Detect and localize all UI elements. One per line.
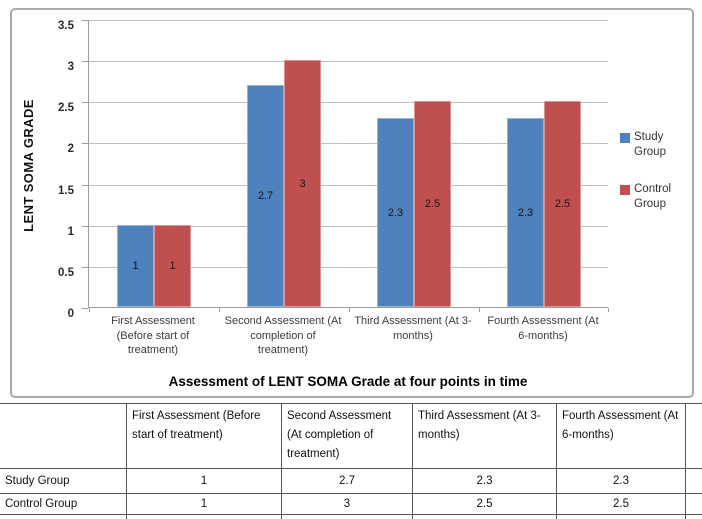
bar-value-label: 2.3 bbox=[387, 206, 404, 219]
y-tick-mark bbox=[82, 143, 88, 145]
table-row-label[interactable]: Study Group bbox=[0, 469, 127, 494]
x-category-label-0: First Assessment (Before start of treatm… bbox=[111, 315, 195, 356]
y-tick-label: 1.5 bbox=[58, 184, 74, 197]
x-category-label-3: Fourth Assessment (At 6-months) bbox=[487, 315, 599, 342]
y-tick-mark bbox=[82, 308, 88, 309]
y-axis: 0 0.5 1 1.5 2 2.5 3 3.5 bbox=[12, 20, 88, 320]
bar-study-group-0[interactable] bbox=[117, 225, 154, 307]
legend: Study Group Control Group bbox=[620, 130, 692, 234]
bar-control-group-3[interactable] bbox=[544, 101, 581, 307]
gridline bbox=[89, 102, 608, 104]
legend-label: Study Group bbox=[634, 131, 666, 158]
table-header-cell-2[interactable]: Third Assessment (At 3-months) bbox=[413, 404, 557, 469]
y-tick-label: 0.5 bbox=[58, 266, 74, 279]
table-cell-0-0[interactable]: 1 bbox=[127, 469, 282, 494]
chart-title: Assessment of LENT SOMA Grade at four po… bbox=[168, 374, 528, 389]
table-cell-0-1[interactable]: 2.7 bbox=[282, 469, 413, 494]
y-tick-label: 2.5 bbox=[58, 102, 74, 115]
chart-container[interactable]: LENT SOMA GRADE 0 0.5 1 1.5 2 2.5 3 3.5 1 1 2.7 3 2… bbox=[10, 8, 694, 398]
table-cell-0-2[interactable]: 2.3 bbox=[413, 469, 557, 494]
table-ghost-cell[interactable] bbox=[282, 515, 413, 519]
table-ghost-cell[interactable] bbox=[0, 515, 127, 519]
bar-value-label: 3 bbox=[299, 177, 306, 190]
legend-label: Control Group bbox=[634, 183, 672, 210]
bar-value-label: 2.3 bbox=[517, 206, 534, 219]
y-tick-mark bbox=[82, 61, 88, 63]
x-category-label-2: Third Assessment (At 3-months) bbox=[354, 315, 472, 342]
gridline bbox=[89, 143, 608, 145]
bar-value-label: 1 bbox=[132, 260, 139, 272]
gridline bbox=[89, 184, 608, 186]
table-ghost-cell[interactable] bbox=[127, 515, 282, 519]
y-tick-label: 3.5 bbox=[58, 20, 74, 32]
x-tick-mark bbox=[608, 308, 609, 312]
bar-value-label: 2.5 bbox=[554, 198, 571, 210]
bar-value-label: 2.5 bbox=[424, 198, 441, 210]
bar-control-group-0[interactable] bbox=[154, 225, 191, 307]
gridline bbox=[89, 266, 608, 268]
y-tick-mark bbox=[82, 102, 88, 104]
x-tick-mark bbox=[89, 308, 90, 312]
legend-swatch-icon bbox=[620, 185, 630, 195]
table-row: Study Group 1 2.7 2.3 2.3 bbox=[0, 469, 702, 494]
y-tick-mark bbox=[82, 184, 88, 186]
table-corner-cell[interactable] bbox=[0, 404, 127, 469]
table-cell-1-2[interactable]: 2.5 bbox=[413, 494, 557, 515]
bar-study-group-3[interactable] bbox=[507, 118, 544, 307]
x-tick-mark bbox=[479, 308, 480, 312]
table-cell-empty[interactable] bbox=[686, 494, 702, 515]
table-header-cell-empty[interactable] bbox=[686, 404, 702, 469]
data-table: First Assessment (Before start of treatm… bbox=[0, 403, 702, 519]
table-header-cell-3[interactable]: Fourth Assessment (At 6-months) bbox=[557, 404, 686, 469]
table-ghost-cell[interactable] bbox=[686, 515, 702, 519]
y-tick-label: 0 bbox=[67, 308, 74, 320]
y-tick-label: 1 bbox=[67, 225, 74, 238]
y-tick-mark bbox=[82, 20, 88, 21]
y-tick-label: 3 bbox=[67, 61, 74, 74]
bar-value-label: 2.7 bbox=[257, 190, 274, 202]
bar-value-label: 1 bbox=[169, 260, 176, 272]
table-header-row: First Assessment (Before start of treatm… bbox=[0, 404, 702, 469]
bar-control-group-1[interactable] bbox=[284, 60, 321, 307]
table-cell-empty[interactable] bbox=[686, 469, 702, 494]
legend-item-study-group[interactable]: Study Group bbox=[620, 130, 692, 160]
table-ghost-row bbox=[0, 515, 702, 519]
table-row-label[interactable]: Control Group bbox=[0, 494, 127, 515]
x-tick-mark bbox=[219, 308, 220, 312]
plot-area: 1 1 2.7 3 2.3 2.5 2.3 2.5 bbox=[88, 20, 609, 312]
gridline bbox=[89, 225, 608, 227]
table-row: Control Group 1 3 2.5 2.5 bbox=[0, 494, 702, 515]
gridline bbox=[89, 20, 608, 21]
table-cell-1-1[interactable]: 3 bbox=[282, 494, 413, 515]
y-tick-label: 2 bbox=[67, 143, 74, 156]
legend-item-control-group[interactable]: Control Group bbox=[620, 182, 692, 212]
table-ghost-cell[interactable] bbox=[413, 515, 557, 519]
table-cell-1-3[interactable]: 2.5 bbox=[557, 494, 686, 515]
table-cell-0-3[interactable]: 2.3 bbox=[557, 469, 686, 494]
bar-study-group-1[interactable] bbox=[247, 85, 284, 307]
table-cell-1-0[interactable]: 1 bbox=[127, 494, 282, 515]
table-ghost-cell[interactable] bbox=[557, 515, 686, 519]
gridline bbox=[89, 61, 608, 63]
table-header-cell-0[interactable]: First Assessment (Before start of treatm… bbox=[127, 404, 282, 469]
x-category-label-1: Second Assessment (At completion of trea… bbox=[224, 315, 342, 356]
bar-study-group-2[interactable] bbox=[377, 118, 414, 307]
x-tick-mark bbox=[349, 308, 350, 312]
table-header-cell-1[interactable]: Second Assessment (At completion of trea… bbox=[282, 404, 413, 469]
y-tick-mark bbox=[82, 266, 88, 268]
legend-swatch-icon bbox=[620, 133, 630, 143]
bar-control-group-2[interactable] bbox=[414, 101, 451, 307]
y-tick-mark bbox=[82, 225, 88, 227]
